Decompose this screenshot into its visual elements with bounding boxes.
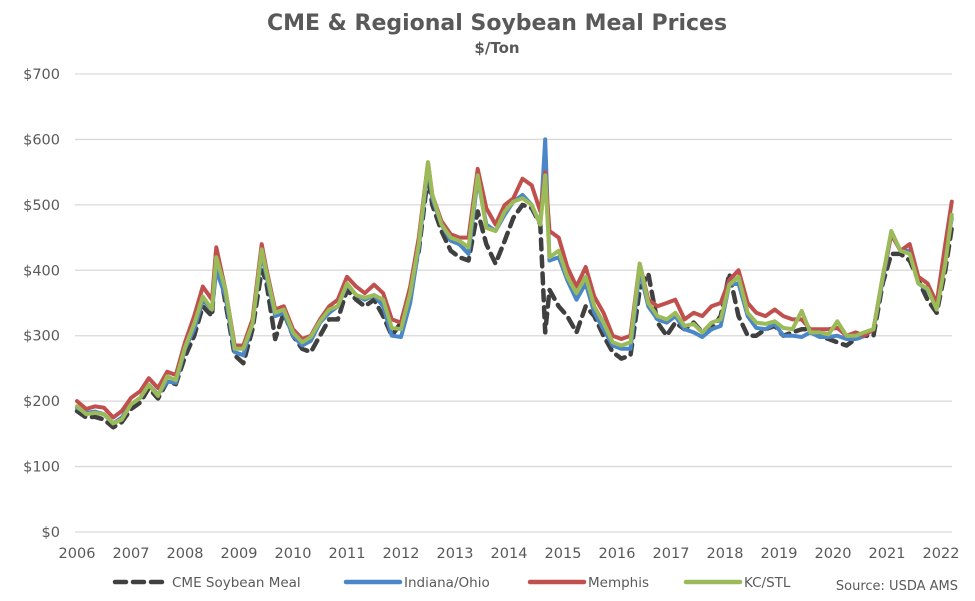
x-axis-tick-labels: 2006 2007 2008 2009 2010 2011 2012 2013 2014 2015… xyxy=(59,546,960,562)
legend-item-indiana-ohio[interactable]: Indiana/Ohio xyxy=(343,575,490,591)
chart-title: CME & Regional Soybean Meal Prices xyxy=(267,11,727,36)
x-tick-label: 2011 xyxy=(329,546,366,562)
x-tick-label: 2010 xyxy=(275,546,312,562)
x-tick-label: 2022 xyxy=(923,546,960,562)
source-note: Source: USDA AMS xyxy=(836,579,958,594)
x-tick-label: 2014 xyxy=(491,546,528,562)
x-tick-label: 2009 xyxy=(221,546,258,562)
x-tick-label: 2016 xyxy=(599,546,636,562)
y-tick-label: $400 xyxy=(23,263,60,279)
legend-label-cme: CME Soybean Meal xyxy=(172,575,301,591)
x-tick-label: 2006 xyxy=(59,546,96,562)
x-tick-label: 2017 xyxy=(653,546,690,562)
x-tick-label: 2019 xyxy=(761,546,798,562)
legend-item-memphis[interactable]: Memphis xyxy=(527,575,649,591)
y-tick-label: $600 xyxy=(23,132,60,148)
series-line-indiana-ohio xyxy=(75,137,954,426)
series-line-kc-stl xyxy=(75,160,954,426)
y-tick-label: $0 xyxy=(42,525,60,541)
y-axis-tick-labels: $0 $100 $200 $300 $400 $500 $600 $700 xyxy=(23,67,60,541)
y-tick-label: $200 xyxy=(23,394,60,410)
chart-subtitle: $/Ton xyxy=(474,39,519,57)
y-tick-label: $100 xyxy=(23,460,60,476)
series-lines xyxy=(74,137,955,430)
x-tick-label: 2018 xyxy=(707,546,744,562)
x-tick-label: 2012 xyxy=(383,546,420,562)
legend-label-indiana-ohio: Indiana/Ohio xyxy=(404,575,490,591)
y-tick-label: $700 xyxy=(23,67,60,83)
legend-item-kc-stl[interactable]: KC/STL xyxy=(683,575,791,591)
x-tick-label: 2021 xyxy=(869,546,906,562)
x-tick-label: 2015 xyxy=(545,546,582,562)
y-tick-label: $300 xyxy=(23,329,60,345)
legend-label-memphis: Memphis xyxy=(588,575,649,591)
x-tick-label: 2020 xyxy=(815,546,852,562)
x-tick-label: 2008 xyxy=(167,546,204,562)
legend: CME Soybean Meal Indiana/Ohio Memphis KC… xyxy=(112,575,791,591)
x-tick-label: 2007 xyxy=(113,546,150,562)
legend-item-cme[interactable]: CME Soybean Meal xyxy=(112,575,301,591)
legend-label-kc-stl: KC/STL xyxy=(744,575,791,591)
x-tick-label: 2013 xyxy=(437,546,474,562)
y-tick-label: $500 xyxy=(23,198,60,214)
